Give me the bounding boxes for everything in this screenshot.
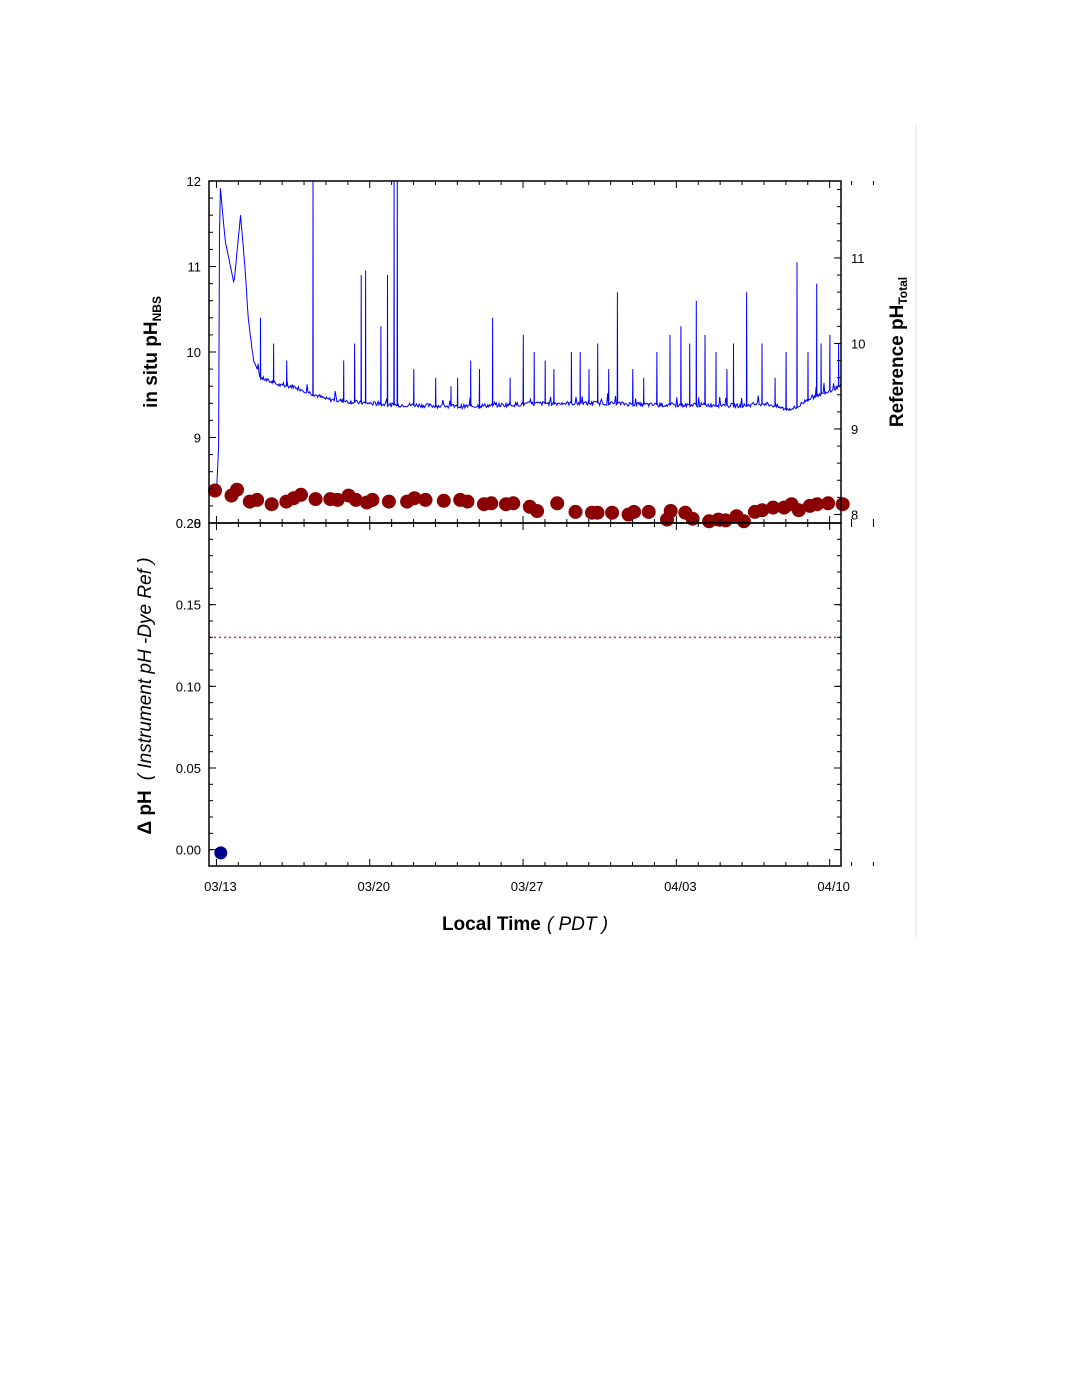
reference-ph-point bbox=[641, 504, 656, 519]
reference-ph-point bbox=[418, 492, 433, 507]
delta-y-tick-label: 0.00 bbox=[176, 843, 201, 858]
bottom-plot-frame bbox=[208, 522, 842, 867]
right-y-tick-label: 9 bbox=[851, 422, 858, 437]
reference-ph-point bbox=[264, 497, 279, 512]
reference-ph-series bbox=[208, 482, 850, 529]
reference-ph-point bbox=[208, 483, 222, 498]
left-y-tick-label: 11 bbox=[188, 260, 202, 275]
bottom-panel: 0.00 0.05 0.10 0.15 0.20 03/13 03/20 03/27 04/0… bbox=[135, 516, 874, 935]
reference-ph-point bbox=[530, 504, 545, 518]
instrument-ph-series bbox=[209, 181, 841, 494]
reference-ph-point bbox=[308, 492, 323, 507]
delta-ph-point bbox=[214, 846, 228, 860]
reference-ph-point bbox=[484, 496, 499, 511]
delta-y-axis: 0.00 0.05 0.10 0.15 0.20 bbox=[176, 516, 841, 858]
reference-ph-point bbox=[365, 492, 380, 507]
left-y-axis-title: in situ pHNBS bbox=[141, 296, 164, 408]
left-y-tick-label: 9 bbox=[194, 431, 201, 446]
reference-ph-point bbox=[835, 497, 850, 512]
reference-ph-point bbox=[810, 497, 825, 512]
left-y-tick-label: 10 bbox=[187, 345, 201, 360]
x-tick-label: 04/10 bbox=[817, 879, 850, 894]
reference-ph-point bbox=[755, 503, 770, 518]
reference-ph-point bbox=[766, 500, 781, 515]
top-x-ticks bbox=[215, 181, 874, 523]
x-axis: 03/13 03/20 03/27 04/03 04/10 bbox=[204, 523, 874, 894]
delta-y-axis-title: Δ pH( Instrument pH -Dye Ref ) bbox=[135, 557, 156, 834]
reference-ph-point bbox=[407, 491, 422, 506]
left-y-tick-label: 12 bbox=[187, 174, 201, 189]
reference-ph-point bbox=[381, 494, 396, 509]
delta-y-tick-label: 0.10 bbox=[176, 679, 201, 694]
instrument-ph-line bbox=[209, 181, 841, 494]
x-tick-label: 03/20 bbox=[357, 879, 390, 894]
reference-ph-point bbox=[436, 493, 451, 508]
delta-y-tick-label: 0.20 bbox=[176, 516, 201, 531]
delta-y-tick-label: 0.15 bbox=[176, 598, 201, 613]
reference-ph-point bbox=[627, 504, 642, 519]
reference-ph-point bbox=[460, 494, 475, 509]
x-tick-label: 04/03 bbox=[664, 879, 697, 894]
reference-ph-point bbox=[791, 503, 806, 518]
reference-ph-point bbox=[605, 505, 620, 520]
reference-ph-point bbox=[506, 496, 521, 511]
x-axis-title: Local Time( PDT ) bbox=[442, 914, 608, 935]
reference-ph-point bbox=[330, 492, 345, 507]
right-y-axis-title: Reference pHTotal bbox=[887, 277, 910, 427]
reference-ph-point bbox=[685, 511, 700, 526]
right-y-tick-label: 10 bbox=[851, 336, 865, 351]
delta-y-tick-label: 0.05 bbox=[176, 761, 201, 776]
top-panel: 8 9 10 11 12 8 9 10 11 in situ pHNBS Reference … bbox=[141, 174, 910, 531]
right-y-tick-label: 8 bbox=[851, 507, 858, 522]
reference-ph-point bbox=[590, 505, 605, 520]
left-y-axis: 8 9 10 11 12 bbox=[187, 174, 216, 531]
reference-ph-point bbox=[568, 504, 583, 519]
right-y-tick-label: 11 bbox=[851, 251, 865, 266]
reference-ph-point bbox=[718, 513, 733, 528]
reference-ph-point bbox=[736, 514, 751, 529]
reference-ph-point bbox=[230, 482, 244, 497]
delta-ph-series bbox=[214, 846, 228, 860]
reference-ph-point bbox=[294, 487, 308, 502]
x-tick-label: 03/27 bbox=[511, 879, 544, 894]
left-y-tick-label: 8 bbox=[194, 516, 201, 531]
reference-ph-point bbox=[348, 492, 363, 507]
reference-ph-point bbox=[821, 496, 836, 511]
reference-ph-point bbox=[663, 504, 678, 518]
reference-ph-point bbox=[550, 496, 565, 511]
reference-ph-point bbox=[250, 492, 265, 507]
x-tick-label: 03/13 bbox=[204, 879, 237, 894]
